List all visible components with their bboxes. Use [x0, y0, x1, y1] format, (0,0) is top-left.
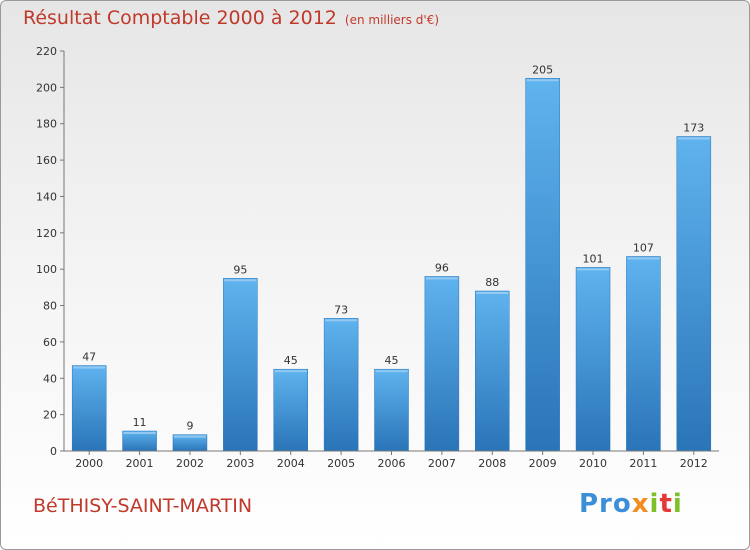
chart-subtitle: (en milliers d'€) [344, 13, 440, 27]
data-label: 9 [186, 420, 193, 433]
data-label: 96 [435, 261, 449, 274]
x-tick-label: 2001 [126, 457, 154, 470]
data-label: 45 [385, 354, 399, 367]
bar [626, 256, 661, 452]
commune-name: BéTHISY-SAINT-MARTIN [33, 495, 253, 517]
bar-highlight [425, 277, 458, 280]
y-tick-label: 120 [36, 227, 57, 240]
data-label: 45 [284, 354, 298, 367]
bar [273, 368, 308, 452]
y-tick-label: 100 [36, 263, 57, 276]
bar [374, 368, 409, 452]
data-label: 47 [82, 351, 96, 364]
bar [525, 78, 560, 452]
x-axis: 2000 2001 2002 2003 2004 2005 2006 2007 2008 2009… [64, 450, 719, 470]
bar-highlight [375, 370, 408, 373]
y-tick-label: 180 [36, 118, 57, 131]
data-label: 101 [583, 252, 604, 265]
y-tick-label: 200 [36, 81, 57, 94]
bar-chart: 0 20 40 60 80 100 120 140 160 180 200 220 47 11 9 95 45… [36, 45, 719, 470]
y-tick-label: 40 [43, 372, 57, 385]
x-tick-label: 2003 [226, 457, 254, 470]
bar-highlight [173, 435, 206, 438]
y-tick-label: 60 [43, 336, 57, 349]
x-tick-label: 2012 [680, 457, 708, 470]
logo-part: i [649, 489, 660, 519]
bar-highlight [73, 366, 106, 369]
y-axis: 0 20 40 60 80 100 120 140 160 180 200 220 [36, 45, 65, 458]
x-tick-label: 2009 [529, 457, 557, 470]
bar [475, 290, 510, 452]
bar [71, 365, 107, 452]
data-label: 173 [683, 121, 704, 134]
y-tick-label: 160 [36, 154, 57, 167]
data-label: 107 [633, 241, 654, 254]
x-tick-label: 2008 [478, 457, 506, 470]
y-tick-label: 80 [43, 300, 57, 313]
x-tick-label: 2007 [428, 457, 456, 470]
bars: 47 11 9 95 45 73 45 96 88 205 101 107 173 [71, 63, 712, 452]
data-label: 73 [334, 303, 348, 316]
bar-highlight [526, 79, 559, 82]
x-tick-label: 2000 [75, 457, 103, 470]
x-tick-label: 2006 [378, 457, 406, 470]
bar-highlight [224, 279, 257, 282]
y-tick-label: 140 [36, 190, 57, 203]
y-tick-label: 20 [43, 409, 57, 422]
data-label: 205 [532, 63, 553, 76]
x-tick-label: 2005 [327, 457, 355, 470]
x-tick-label: 2004 [277, 457, 305, 470]
x-tick-label: 2002 [176, 457, 204, 470]
chart-title: Résultat Comptable 2000 à 2012 (en millie… [23, 7, 439, 29]
bar-highlight [123, 432, 156, 434]
y-tick-label: 0 [50, 445, 57, 458]
x-tick-label: 2011 [629, 457, 657, 470]
y-tick-label: 220 [36, 45, 57, 58]
data-label: 88 [485, 276, 499, 289]
bar-highlight [274, 370, 307, 373]
bar-highlight [677, 137, 710, 140]
x-tick-label: 2010 [579, 457, 607, 470]
logo-part: i [672, 489, 683, 519]
logo-part: x [631, 489, 650, 519]
bar-highlight [476, 292, 509, 294]
data-label: 95 [233, 263, 247, 276]
bar [676, 136, 712, 452]
bar-highlight [627, 257, 660, 260]
proxiti-logo: Proxiti [579, 489, 683, 519]
bar [575, 267, 611, 452]
bar [323, 318, 359, 452]
logo-part: t [659, 489, 673, 519]
bar [424, 276, 460, 452]
bar [223, 278, 258, 452]
bar-highlight [577, 268, 610, 271]
chart-title-text: Résultat Comptable 2000 à 2012 [23, 7, 337, 29]
logo-part: Pro [579, 489, 632, 519]
bar-highlight [325, 319, 358, 322]
data-label: 11 [133, 416, 147, 429]
